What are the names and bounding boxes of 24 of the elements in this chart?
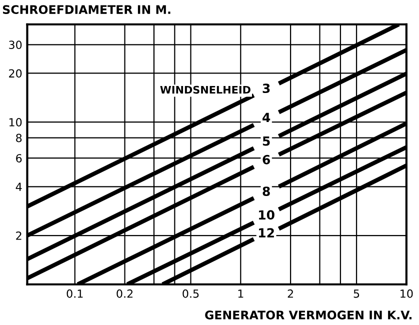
x-tick-label: 2 xyxy=(288,289,293,298)
series-label: 10 xyxy=(259,210,274,220)
y-tick-label: 30 xyxy=(9,40,22,50)
x-tick-label: 10 xyxy=(400,289,413,298)
x-tick-label: 0.2 xyxy=(116,289,132,298)
series-label: 4 xyxy=(262,112,270,122)
annotation: WINDSNELHEID xyxy=(160,86,250,94)
x-tick-label: 0.5 xyxy=(182,289,199,298)
series-label: 6 xyxy=(262,154,270,164)
y-tick-label: 10 xyxy=(9,118,22,126)
x-tick-label: 0.1 xyxy=(66,289,83,298)
series-label: 3 xyxy=(262,84,270,94)
series-label: 12 xyxy=(259,228,274,238)
x-tick-label: 5 xyxy=(354,290,360,298)
series-label: 5 xyxy=(262,136,270,146)
y-tick-label: 20 xyxy=(9,69,22,78)
series-label: 8 xyxy=(262,186,270,196)
y-tick-label: 2 xyxy=(16,231,22,240)
y-tick-label: 8 xyxy=(16,134,22,142)
x-axis-title: GENERATOR VERMOGEN IN K.V. xyxy=(205,310,412,320)
y-axis-title: SCHROEFDIAMETER IN M. xyxy=(2,5,170,14)
x-tick-label: 1 xyxy=(238,290,244,298)
y-tick-label: 4 xyxy=(16,182,22,191)
y-tick-label: 6 xyxy=(16,154,22,162)
